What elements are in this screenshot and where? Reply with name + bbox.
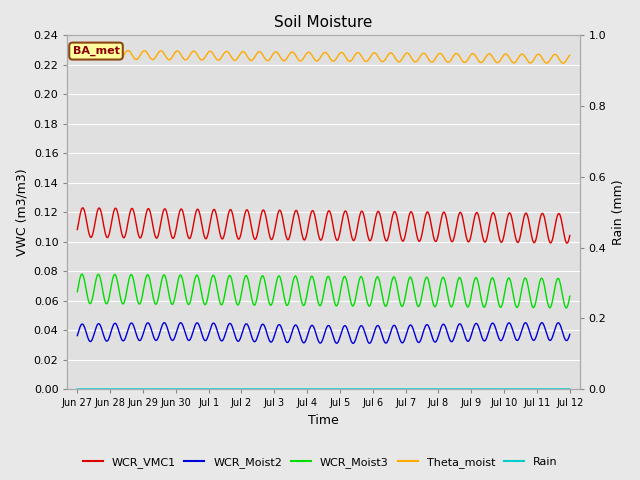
X-axis label: Time: Time bbox=[308, 414, 339, 427]
Title: Soil Moisture: Soil Moisture bbox=[275, 15, 372, 30]
Y-axis label: VWC (m3/m3): VWC (m3/m3) bbox=[15, 168, 28, 256]
Text: BA_met: BA_met bbox=[72, 46, 120, 56]
Legend: WCR_VMC1, WCR_Moist2, WCR_Moist3, Theta_moist, Rain: WCR_VMC1, WCR_Moist2, WCR_Moist3, Theta_… bbox=[78, 452, 562, 472]
Y-axis label: Rain (mm): Rain (mm) bbox=[612, 180, 625, 245]
